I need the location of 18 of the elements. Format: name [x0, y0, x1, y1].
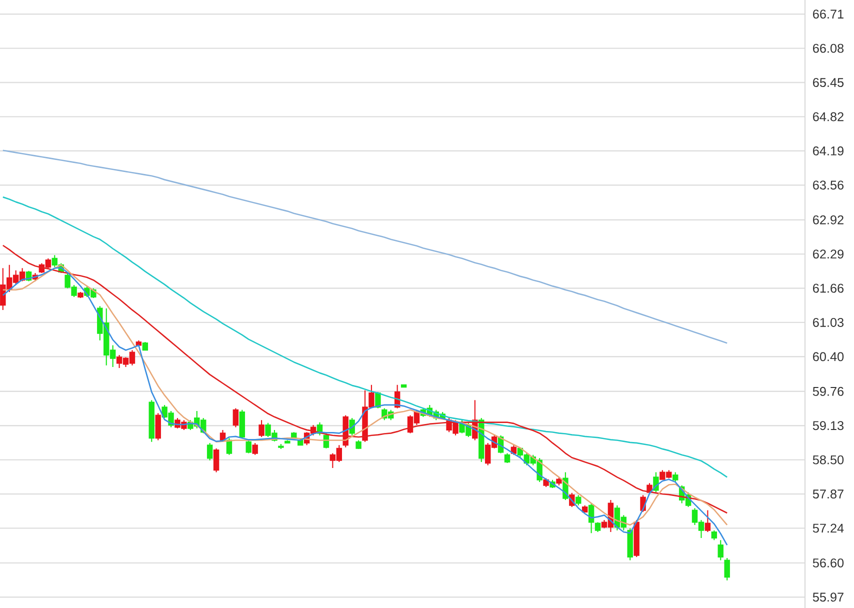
y-tick-label: 58.50: [812, 455, 844, 464]
y-tick-label: 61.03: [813, 318, 844, 327]
y-tick-label: 62.92: [813, 215, 844, 224]
y-tick-label: 66.71: [813, 10, 844, 19]
y-tick-label: 59.76: [812, 386, 844, 396]
y-tick-label: 57.24: [812, 524, 844, 533]
y-tick-label: 64.19: [813, 146, 844, 156]
y-tick-label: 65.45: [813, 78, 844, 87]
y-tick-label: 62.29: [813, 250, 844, 259]
y-tick-label: 64.82: [813, 112, 844, 122]
y-tick-label: 59.13: [812, 421, 844, 430]
y-tick-label: 57.87: [812, 490, 844, 498]
y-tick-label: 63.56: [813, 180, 844, 190]
y-tick-label: 56.60: [812, 558, 844, 568]
y-tick-label: 66.08: [813, 44, 844, 53]
y-tick-label: 55.97: [812, 592, 844, 602]
y-tick-label: 60.40: [813, 352, 844, 362]
y-tick-label: 61.66: [813, 284, 844, 293]
